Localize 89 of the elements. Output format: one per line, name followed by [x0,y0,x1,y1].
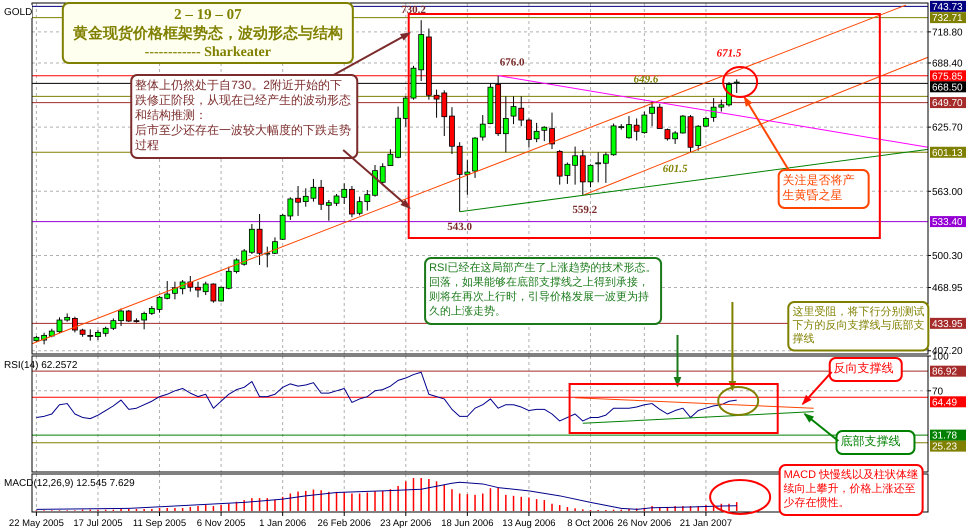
ref-line-label: 743.73 [932,2,964,13]
candlestick [102,326,109,338]
annotation: 关注是否将产生黄昏之星 [782,173,855,202]
x-tick-label: 11 Sep 2005 [132,518,186,529]
ref-line-label: 31.78 [932,430,958,442]
y-tick-label: 688.40 [932,58,964,70]
ref-line-label: 675.85 [932,71,964,82]
candlestick [95,330,101,341]
y-tick-label: 100 [932,352,950,362]
y-tick-label: 468.95 [932,283,964,294]
annotation: GOLD [4,7,32,18]
candlestick [480,114,486,142]
candlestick [272,236,278,255]
candlestick [148,306,155,316]
annotation: RSI已经在这局部产生了上涨趋势的技术形态。 [429,261,656,274]
text: 黄金现货价格框架势态，波动形态与结构 [72,25,343,42]
candlestick [156,295,162,314]
x-tick-label: 26 Nov 2006 [617,518,672,529]
x-tick-label: 18 Jun 2006 [441,518,494,529]
annotation: 671.5 [716,47,742,60]
candlestick [680,114,686,134]
x-tick-label: 22 May 2005 [8,518,64,529]
y-tick-label: 563.00 [932,186,964,198]
x-tick-label: 8 Oct 2006 [567,518,614,529]
x-tick-label: 1 Jan 2006 [259,518,306,529]
ref-line-label: 433.95 [932,318,964,330]
annotation: 543.0 [447,220,473,233]
candlestick [164,280,170,300]
candlestick [549,112,555,150]
candlestick [441,90,448,137]
annotation: 这里受阻，将下行分别测试下方的反向支撑线与底部支撑线 [792,305,924,345]
candlestick [226,266,232,290]
candlestick [703,116,709,128]
candlestick [718,99,724,112]
ref-line-label: 601.13 [932,148,964,159]
x-tick-label: 23 Apr 2006 [380,518,432,529]
ref-line-label: 668.50 [932,82,964,94]
x-tick-label: 21 Jan 2007 [680,518,732,529]
candlestick [302,188,309,208]
candlestick [649,100,655,127]
candlestick [464,160,470,196]
candlestick [87,328,94,342]
annotation: 559.2 [572,204,598,216]
y-tick-label: 625.70 [932,122,964,134]
x-tick-label: 26 Feb 2006 [318,518,371,529]
annotation: MACD 快慢线以及柱状体继续向上攀升，价格上涨还至少存在惯性。 [784,468,918,509]
candlestick [126,309,132,322]
ref-line-label: 533.40 [932,217,964,228]
candlestick [695,124,702,152]
x-tick-label: 17 Jul 2005 [73,518,123,529]
ref-line-label: 86.92 [932,366,958,378]
candlestick [626,116,632,140]
candlestick [588,164,594,188]
y-tick-label: 500.30 [932,250,964,262]
candlestick [634,118,640,142]
ref-line-label: 732.71 [932,13,964,24]
chart-title: 2 – 19 – 07 [174,7,242,23]
annotation: 底部支撑线 [840,434,900,448]
annotation: 601.5 [662,162,688,175]
candlestick [656,103,663,130]
candlestick [280,214,286,240]
x-tick-label: 13 Aug 2006 [502,518,556,529]
candlestick [510,96,516,125]
candlestick [518,96,524,127]
annotation: 回落，如果能够在底部支撑线之上得到承接，则将在再次上行时，引导价格发展一波更为持久的上涨走势。 [429,276,650,318]
candlestick [641,111,648,134]
ref-line-label: 25.23 [932,442,958,453]
annotation: 反向支撑线 [834,361,894,375]
candlestick [334,193,340,206]
annotation: 后市至少还存在一波较大幅度的下跌走势过程 [135,123,352,152]
candlestick [710,98,717,122]
ref-line-label: 64.49 [932,397,958,408]
annotation: ------------ Sharkeater [144,45,271,60]
annotation: 整体上仍然处于自730。2附近开始的下跌修正阶段，从现在已经产生的波动形态和结构推测： [135,78,352,122]
annotation: 649.6 [634,74,659,86]
candlestick [502,96,509,153]
candlestick [202,281,209,296]
candlestick [364,189,370,212]
annotation: 676.0 [500,56,526,69]
candlestick [380,162,386,184]
x-tick-label: 6 Nov 2005 [196,518,246,529]
y-tick-label: 718.80 [932,27,964,38]
candlestick [56,316,62,334]
ref-line-label: 649.70 [932,98,964,110]
candlestick [341,182,348,204]
y-tick-label: 70 [932,386,944,398]
candlestick [195,281,201,298]
annotation: 730.2 [401,4,426,16]
candlestick [234,258,240,274]
